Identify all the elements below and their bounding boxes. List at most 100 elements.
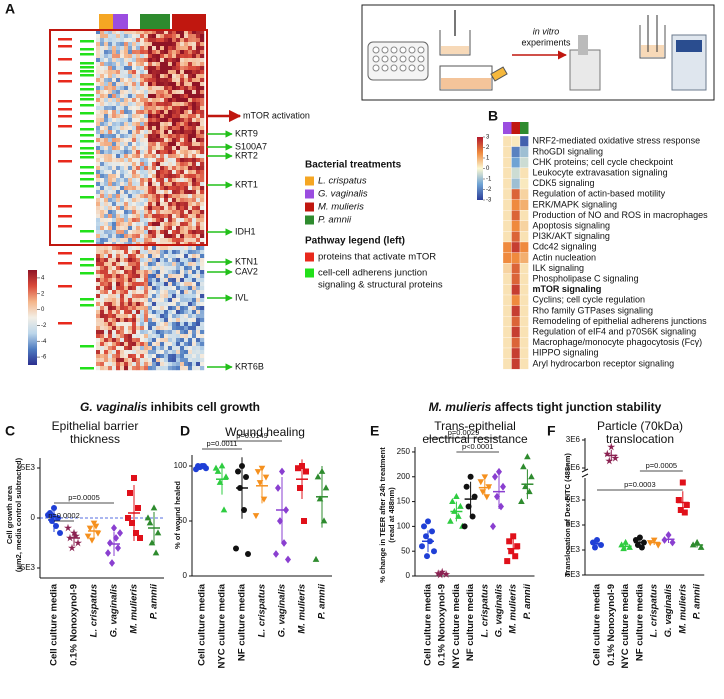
heatmap-cell bbox=[112, 210, 117, 215]
heatmap-cell bbox=[96, 298, 101, 303]
heatmap-cell bbox=[180, 42, 185, 47]
heatmap-cell bbox=[200, 330, 205, 335]
heatmap-cell bbox=[172, 70, 177, 75]
heatmap-cell bbox=[172, 62, 177, 67]
heatmap-cell bbox=[96, 170, 101, 175]
heatmap-cell bbox=[116, 346, 121, 351]
data-point bbox=[510, 533, 517, 540]
heatmap-cell bbox=[200, 58, 205, 63]
heatmap-cell bbox=[108, 346, 113, 351]
heatmap-cell bbox=[116, 310, 121, 315]
heatmap-cell bbox=[132, 278, 137, 283]
heatmap-cell bbox=[176, 318, 181, 323]
heatmap-cell bbox=[184, 282, 189, 287]
heatmap-cell bbox=[120, 310, 125, 315]
heatmap-cell bbox=[116, 222, 121, 227]
p-value: p=0.0149 bbox=[236, 431, 268, 440]
heatmap-cell bbox=[156, 98, 161, 103]
heatmap-cell bbox=[140, 70, 145, 75]
heatmap-cell bbox=[108, 102, 113, 107]
heatmap-cell bbox=[112, 334, 117, 339]
heatmap-cell bbox=[132, 202, 137, 207]
heatmap-cell bbox=[192, 74, 197, 79]
data-point bbox=[598, 542, 604, 548]
heatmap-cell bbox=[100, 30, 105, 35]
heatmap-cell bbox=[180, 262, 185, 267]
heatmap-cell bbox=[132, 86, 137, 91]
heatmap-cell bbox=[132, 338, 137, 343]
heatmap-cell bbox=[124, 214, 129, 219]
heatmap-cell bbox=[112, 58, 117, 63]
heatmap-cell bbox=[184, 346, 189, 351]
heatmap-cell bbox=[168, 222, 173, 227]
heatmap-cell bbox=[132, 298, 137, 303]
heatmap-cell bbox=[192, 150, 197, 155]
data-point bbox=[212, 464, 220, 471]
heatmap-cell bbox=[176, 326, 181, 331]
heatmap-cell bbox=[108, 318, 113, 323]
heatmap-cell bbox=[144, 162, 149, 167]
heatmap-cell bbox=[116, 254, 121, 259]
heatmap-cell bbox=[502, 273, 512, 285]
heatmap-cell bbox=[180, 222, 185, 227]
heatmap-cell bbox=[176, 170, 181, 175]
heatmap-cell bbox=[112, 82, 117, 87]
heatmap-cell bbox=[140, 306, 145, 311]
heatmap-cell bbox=[140, 154, 145, 159]
heatmap-cell bbox=[96, 178, 101, 183]
heatmap-cell bbox=[192, 86, 197, 91]
heatmap-cell bbox=[152, 58, 157, 63]
heatmap-cell bbox=[168, 234, 173, 239]
data-point bbox=[620, 545, 627, 552]
heatmap-cell bbox=[132, 98, 137, 103]
heatmap-cell bbox=[188, 110, 193, 115]
heatmap-cell bbox=[164, 362, 169, 367]
heatmap-cell bbox=[140, 358, 145, 363]
heatmap-cell bbox=[120, 166, 125, 171]
heatmap-cell bbox=[152, 162, 157, 167]
heatmap-cell bbox=[160, 114, 165, 119]
heatmap-cell bbox=[132, 302, 137, 307]
heatmap-cell bbox=[100, 274, 105, 279]
heatmap-cell bbox=[168, 46, 173, 51]
heatmap-cell bbox=[180, 294, 185, 299]
heatmap-cell bbox=[184, 146, 189, 151]
heatmap-cell bbox=[168, 150, 173, 155]
heatmap-cell bbox=[132, 118, 137, 123]
heatmap-cell bbox=[176, 274, 181, 279]
heatmap-cell bbox=[136, 350, 141, 355]
heatmap-cell bbox=[144, 302, 149, 307]
heatmap-cell bbox=[180, 306, 185, 311]
heatmap-cell bbox=[168, 146, 173, 151]
heatmap-cell bbox=[160, 166, 165, 171]
heatmap-cell bbox=[124, 182, 129, 187]
heatmap-cell bbox=[144, 82, 149, 87]
heatmap-cell bbox=[120, 306, 125, 311]
heatmap-cell bbox=[164, 182, 169, 187]
heatmap-cell bbox=[164, 62, 169, 67]
heatmap-cell bbox=[502, 210, 512, 221]
heatmap-cell bbox=[116, 50, 121, 55]
heatmap-cell bbox=[136, 54, 141, 59]
heatmap-cell bbox=[120, 362, 125, 367]
heatmap-cell bbox=[104, 162, 109, 167]
heatmap-cell bbox=[132, 306, 137, 311]
heatmap-cell bbox=[188, 130, 193, 135]
heatmap-cell bbox=[108, 246, 113, 251]
data-point bbox=[504, 558, 511, 565]
heatmap-cell bbox=[188, 126, 193, 131]
heatmap-cell bbox=[104, 102, 109, 107]
heatmap-cell bbox=[156, 94, 161, 99]
heatmap-cell bbox=[148, 42, 153, 47]
y-tick-label: 50 bbox=[401, 546, 410, 555]
data-point bbox=[109, 559, 115, 567]
heatmap-cell bbox=[168, 254, 173, 259]
heatmap-cell bbox=[124, 230, 129, 235]
data-point bbox=[419, 543, 425, 550]
heatmap-cell bbox=[120, 226, 125, 231]
heatmap-cell bbox=[184, 82, 189, 87]
heatmap-cell bbox=[136, 230, 141, 235]
heatmap-cell bbox=[164, 238, 169, 243]
heatmap-cell bbox=[164, 54, 169, 59]
heatmap-cell bbox=[144, 174, 149, 179]
